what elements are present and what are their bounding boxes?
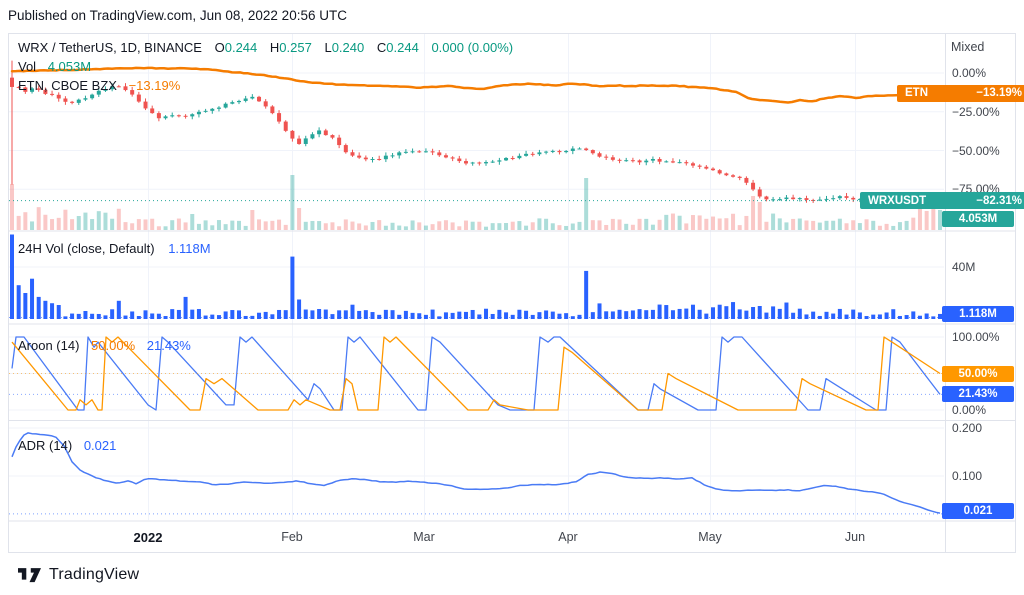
tradingview-icon: [18, 568, 41, 583]
tradingview-logo-link[interactable]: TradingView: [18, 565, 139, 584]
adr-indicator-legend[interactable]: ADR (14) 0.021: [18, 436, 116, 455]
wrx-badge-name: WRXUSDT: [868, 194, 927, 207]
symbol-title: WRX / TetherUS, 1D, BINANCE: [18, 40, 202, 55]
volume-indicator-legend[interactable]: 24H Vol (close, Default) 1.118M: [18, 239, 211, 258]
vol-value: 4.053M: [47, 59, 92, 74]
tradingview-wordmark: TradingView: [49, 565, 140, 583]
adr-indicator-label: ADR (14): [18, 438, 73, 453]
wrx-badge-value: −82.31%: [976, 194, 1022, 207]
ohlc-open: O0.244: [214, 40, 258, 55]
volume-value-badge: 1.118M: [942, 306, 1014, 322]
etn-badge-value: −13.19%: [976, 87, 1022, 100]
wrxusdt-price-badge: WRXUSDT −82.31%: [860, 192, 1024, 210]
vol-label: Vol: [18, 59, 37, 74]
main-symbol-legend[interactable]: WRX / TetherUS, 1D, BINANCE O0.244 H0.25…: [18, 38, 513, 95]
adr-value-badge: 0.021: [942, 503, 1014, 519]
compare-value: −13.19%: [128, 78, 181, 93]
aroon-up-badge: 50.00%: [942, 365, 1014, 382]
compare-symbol-label: ETN, CBOE BZX: [18, 78, 117, 93]
volume-indicator-label: 24H Vol (close, Default): [18, 241, 155, 256]
published-caption: Published on TradingView.com, Jun 08, 20…: [8, 8, 347, 23]
volume-indicator-value: 1.118M: [168, 241, 211, 256]
change-value: 0.000 (0.00%): [431, 40, 514, 55]
aroon-indicator-label: Aroon (14): [18, 338, 80, 353]
scale-mode-label[interactable]: Mixed: [951, 40, 985, 54]
aroon-down-value: 21.43%: [146, 338, 191, 353]
etn-price-badge: ETN −13.19%: [897, 84, 1024, 102]
aroon-up-value: 50.00%: [91, 338, 136, 353]
wrx-volume-badge: 4.053M: [942, 211, 1014, 228]
ohlc-low: L0.240: [324, 40, 365, 55]
ohlc-high: H0.257: [269, 40, 312, 55]
aroon-indicator-legend[interactable]: Aroon (14) 50.00% 21.43%: [18, 336, 191, 355]
etn-badge-name: ETN: [905, 87, 928, 100]
aroon-down-badge: 21.43%: [942, 386, 1014, 403]
ohlc-close: C0.244: [376, 40, 419, 55]
adr-value: 0.021: [83, 438, 117, 453]
